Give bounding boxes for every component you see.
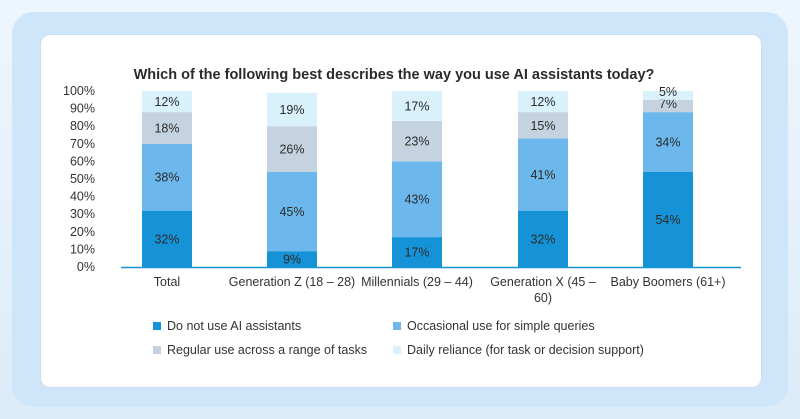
- x-tick-label: Generation X (45 –60): [490, 275, 596, 305]
- bar-segment: [392, 120, 442, 162]
- data-label: 45%: [279, 205, 304, 219]
- chart-card: Which of the following best describes th…: [40, 34, 762, 388]
- x-tick-label: Baby Boomers (61+): [611, 275, 726, 289]
- bar-segment: [142, 210, 192, 267]
- bar-segment: [142, 143, 192, 211]
- y-tick-label: 90%: [70, 102, 95, 116]
- y-tick-label: 20%: [70, 225, 95, 239]
- data-label: 5%: [659, 85, 677, 99]
- data-label: 26%: [279, 143, 304, 157]
- data-label: 18%: [154, 121, 179, 135]
- x-axis: Total Generation Z (18 – 28) Millennials (…: [121, 266, 741, 305]
- x-tick-label: Generation Z (18 – 28): [229, 275, 355, 289]
- bar-segment: [518, 91, 568, 113]
- bar-segment: [392, 91, 442, 121]
- y-axis: 0% 10% 20% 30% 40% 50% 60% 70% 80% 90% 100%: [63, 84, 95, 274]
- data-label: 43%: [404, 193, 429, 207]
- y-tick-label: 60%: [70, 154, 95, 168]
- bar-segment: [142, 112, 192, 144]
- bar-segment: [643, 99, 693, 113]
- y-tick-label: 50%: [70, 172, 95, 186]
- data-label: 38%: [154, 171, 179, 185]
- bar-segment: [643, 112, 693, 172]
- data-label: 7%: [659, 97, 677, 111]
- data-label: 32%: [154, 232, 179, 246]
- bar-segment: [267, 171, 317, 252]
- data-label: 17%: [404, 99, 429, 113]
- y-tick-label: 70%: [70, 137, 95, 151]
- data-label: 32%: [530, 232, 555, 246]
- data-label: 23%: [404, 135, 429, 149]
- bar-segment: [392, 161, 442, 238]
- bar-segment: [267, 92, 317, 127]
- data-label: 19%: [279, 103, 304, 117]
- bar-segment: [142, 91, 192, 113]
- data-label: 15%: [530, 119, 555, 133]
- data-label: 17%: [404, 246, 429, 260]
- chart-title: Which of the following best describes th…: [134, 67, 655, 83]
- bars: 32% 38% 18% 12% 9% 45% 26% 19% 17% 43% 23% 17% 32% 41…: [142, 85, 693, 267]
- y-tick-label: 40%: [70, 190, 95, 204]
- bar-segment: [392, 237, 442, 267]
- x-tick-label: Millennials (29 – 44): [361, 275, 473, 289]
- bar-segment: [643, 91, 693, 100]
- bar-segment: [518, 138, 568, 211]
- stacked-bar-chart: Which of the following best describes th…: [63, 67, 741, 305]
- y-tick-label: 100%: [63, 84, 95, 98]
- data-label: 12%: [530, 95, 555, 109]
- bar-segment: [267, 126, 317, 172]
- x-tick-label: Total: [154, 275, 180, 289]
- bar-segment: [643, 171, 693, 267]
- data-label: 12%: [154, 95, 179, 109]
- y-tick-label: 30%: [70, 207, 95, 221]
- data-label: 41%: [530, 168, 555, 182]
- y-tick-label: 80%: [70, 119, 95, 133]
- y-tick-label: 10%: [70, 242, 95, 256]
- data-label: 54%: [655, 213, 680, 227]
- data-label: 9%: [283, 253, 301, 267]
- bar-segment: [518, 210, 568, 267]
- data-label: 34%: [655, 136, 680, 150]
- y-tick-label: 0%: [77, 260, 95, 274]
- bar-segment: [518, 112, 568, 139]
- bar-segment: [267, 251, 317, 267]
